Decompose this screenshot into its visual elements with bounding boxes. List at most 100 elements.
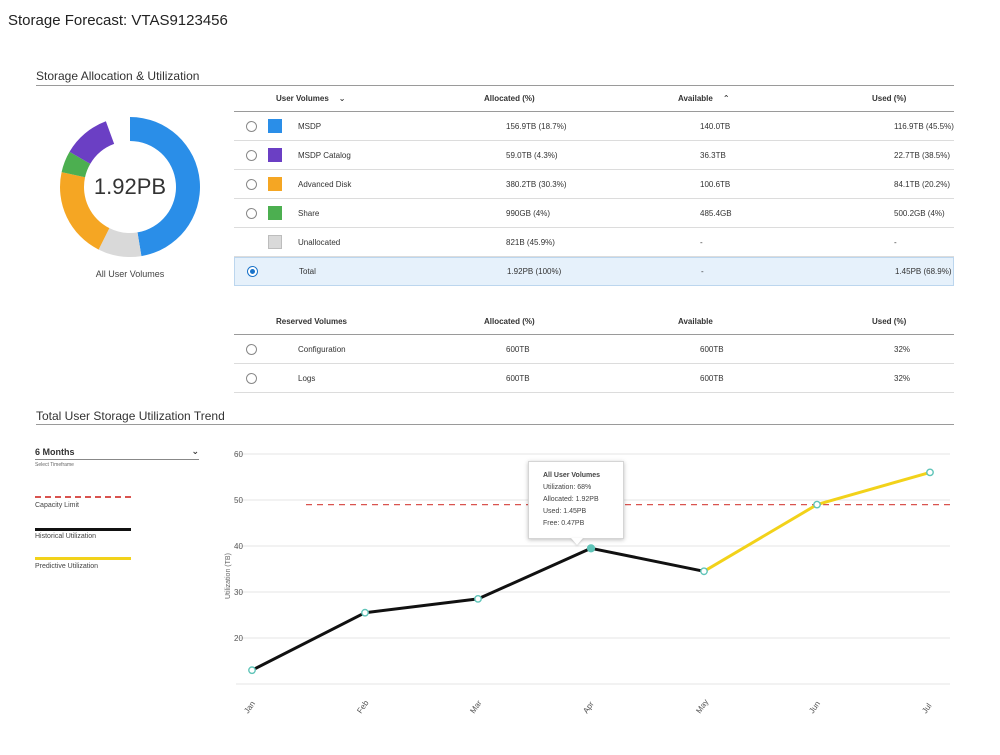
row-available: 100.6TB (700, 179, 731, 189)
capacity-limit-legend-label: Capacity Limit (35, 502, 79, 509)
tooltip-line: Used: 1.45PB (543, 508, 587, 515)
row-name: Logs (298, 373, 316, 383)
unallocated-color-swatch (268, 235, 282, 249)
sort-ascending-icon: ⌃ (722, 94, 730, 103)
chart-tooltip: All User Volumes Utilization: 68% Alloca… (528, 461, 624, 539)
row-used: 84.1TB (20.2%) (894, 179, 951, 189)
header-used[interactable]: Used (%) (872, 94, 907, 103)
row-available: 36.3TB (700, 150, 726, 160)
header-available: Available (678, 317, 713, 326)
row-radio[interactable] (245, 120, 257, 132)
historical-legend-label: Historical Utilization (35, 533, 97, 540)
row-available: - (701, 267, 704, 276)
table-row[interactable]: Advanced Disk 380.2TB (30.3%) 100.6TB 84… (234, 170, 954, 199)
row-name: Share (298, 208, 320, 218)
data-point[interactable] (813, 500, 821, 509)
row-allocated: 59.0TB (4.3%) (506, 150, 558, 160)
timeframe-select[interactable]: 6 Months ⌄ (35, 444, 199, 460)
chevron-down-icon: ⌄ (191, 446, 199, 456)
row-name: MSDP (298, 121, 322, 131)
row-used: 22.7TB (38.5%) (894, 150, 951, 160)
table-row[interactable]: Configuration 600TB 600TB 32% (234, 335, 954, 364)
row-allocated: 380.2TB (30.3%) (506, 179, 567, 189)
donut-segment-unallocated[interactable] (98, 228, 142, 257)
user-volumes-header: User Volumes ⌄ Allocated (%) Available ⌃… (234, 86, 954, 112)
row-radio[interactable] (245, 207, 257, 219)
timeframe-help-text: Select Timeframe (35, 462, 74, 468)
row-allocated: 821B (45.9%) (506, 237, 555, 247)
row-available: - (700, 237, 703, 247)
data-point[interactable] (700, 567, 708, 576)
reserved-volumes-table: Reserved Volumes Allocated (%) Available… (234, 309, 954, 393)
row-name: MSDP Catalog (298, 150, 351, 160)
header-user-volumes: User Volumes (276, 94, 329, 103)
row-available: 485.4GB (700, 208, 732, 218)
row-available: 140.0TB (700, 121, 731, 131)
row-used: 32% (894, 344, 911, 354)
row-name: Total (299, 267, 316, 276)
chevron-down-icon: ⌄ (338, 94, 346, 103)
advanced-disk-color-swatch (268, 177, 282, 191)
row-radio[interactable] (245, 149, 257, 161)
x-tick-label: Apr (581, 700, 596, 716)
y-axis-label: Utilization (TB) (225, 553, 232, 599)
data-point[interactable] (248, 666, 256, 675)
header-allocated: Allocated (%) (484, 317, 535, 326)
x-tick-label: May (694, 698, 710, 716)
tooltip-line: Allocated: 1.92PB (543, 496, 599, 503)
user-volumes-sort[interactable]: User Volumes ⌄ (276, 94, 345, 103)
predictive-legend-line (35, 557, 131, 560)
row-used: - (894, 237, 897, 247)
row-used: 32% (894, 373, 911, 383)
row-allocated: 600TB (506, 373, 530, 383)
donut-label: All User Volumes (95, 269, 165, 279)
donut-segment-share[interactable] (61, 151, 91, 178)
y-tick-label: 40 (234, 542, 243, 551)
trend-section-title: Total User Storage Utilization Trend (36, 409, 225, 423)
data-point[interactable] (926, 468, 934, 477)
trend-section-rule (36, 424, 954, 425)
y-tick-label: 30 (234, 588, 243, 597)
x-tick-label: Jun (807, 699, 822, 715)
capacity-limit-legend-line (35, 496, 131, 498)
donut-segment-msdp[interactable] (130, 117, 201, 257)
data-point[interactable] (474, 594, 482, 603)
donut-segment-advanced-disk[interactable] (60, 172, 110, 250)
row-radio[interactable] (245, 343, 257, 355)
row-available: 600TB (700, 373, 724, 383)
user-volumes-table: User Volumes ⌄ Allocated (%) Available ⌃… (234, 86, 954, 286)
storage-donut-chart: 1.92PB (58, 115, 202, 259)
table-row[interactable]: Share 990GB (4%) 485.4GB 500.2GB (4%) (234, 199, 954, 228)
header-used: Used (%) (872, 317, 907, 326)
x-tick-label: Jan (242, 699, 257, 715)
historical-legend-line (35, 528, 131, 531)
donut-segment-msdp-catalog[interactable] (69, 121, 115, 164)
table-row[interactable]: MSDP 156.9TB (18.7%) 140.0TB 116.9TB (45… (234, 112, 954, 141)
y-tick-label: 50 (234, 496, 243, 505)
row-allocated: 990GB (4%) (506, 208, 551, 218)
msdp-catalog-color-swatch (268, 148, 282, 162)
utilization-trend-chart: 20 30 40 50 60 Utilization (TB) Jan Feb Mar Apr Ma… (218, 440, 958, 740)
page-title: Storage Forecast: VTAS9123456 (8, 12, 228, 29)
available-sort[interactable]: Available ⌃ (678, 94, 730, 103)
row-radio-selected[interactable] (246, 266, 258, 277)
row-radio[interactable] (245, 178, 257, 190)
tooltip-line: Free: 0.47PB (543, 520, 585, 527)
row-radio[interactable] (245, 372, 257, 384)
header-allocated[interactable]: Allocated (%) (484, 94, 535, 103)
historical-utilization-line (251, 546, 705, 672)
table-row[interactable]: Logs 600TB 600TB 32% (234, 364, 954, 393)
reserved-volumes-header: Reserved Volumes Allocated (%) Available… (234, 309, 954, 335)
row-allocated: 156.9TB (18.7%) (506, 121, 567, 131)
data-point[interactable] (361, 608, 369, 617)
table-row-total[interactable]: Total 1.92PB (100%) - 1.45PB (68.9%) (234, 257, 954, 286)
data-point-hovered[interactable] (586, 544, 596, 553)
predictive-legend-label: Predictive Utilization (35, 563, 99, 570)
row-name: Advanced Disk (298, 179, 352, 189)
x-tick-label: Mar (468, 698, 483, 715)
y-tick-label: 20 (234, 634, 243, 643)
tooltip-line: Utilization: 68% (543, 484, 592, 491)
row-available: 600TB (700, 344, 724, 354)
table-row[interactable]: MSDP Catalog 59.0TB (4.3%) 36.3TB 22.7TB… (234, 141, 954, 170)
x-tick-label: Jul (920, 701, 933, 715)
